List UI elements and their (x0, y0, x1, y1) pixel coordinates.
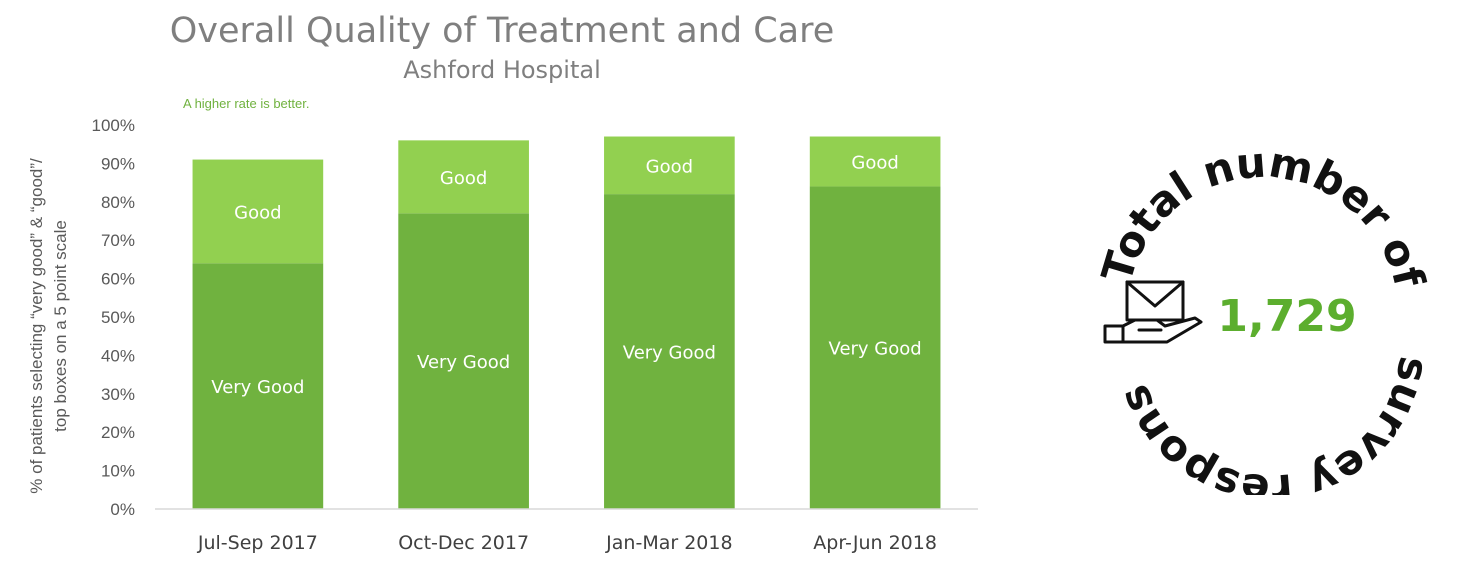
chart-title: Overall Quality of Treatment and Care (170, 11, 835, 51)
bar-segment-very-good (809, 186, 941, 509)
y-tick-label: 80% (101, 193, 135, 212)
x-tick-label: Oct-Dec 2017 (398, 532, 529, 554)
bar-segment-good (398, 140, 529, 214)
bar-segment-very-good (398, 213, 529, 509)
x-tick-label: Apr-Jun 2018 (813, 532, 937, 554)
segment-label: Very Good (623, 343, 716, 364)
bar-segment-good (192, 159, 324, 264)
total-responses-value: 1,729 (1217, 291, 1356, 342)
total-responses-badge: Total number of survey responses 1,729 (1075, 135, 1439, 495)
y-tick-label: 0% (110, 500, 135, 519)
y-axis-label-line-1: % of patients selecting “very good” & “g… (27, 158, 46, 494)
y-axis-label: % of patients selecting “very good” & “g… (27, 158, 70, 494)
y-tick-label: 20% (101, 423, 135, 442)
segment-label: Good (646, 156, 693, 177)
y-tick-label: 90% (101, 154, 135, 173)
x-tick-label: Jul-Sep 2017 (197, 532, 318, 554)
y-tick-label: 10% (101, 462, 135, 481)
segment-label: Very Good (829, 339, 922, 360)
arc-text: Total number of (1092, 137, 1434, 292)
segment-label: Good (234, 202, 281, 223)
y-tick-label: 50% (101, 308, 135, 327)
segment-label: Good (440, 168, 487, 189)
bar-segment-very-good (604, 194, 735, 509)
y-axis-label-line-2: top boxes on a 5 point scale (51, 220, 70, 432)
arc-text-top: Total number of (1092, 137, 1434, 292)
bars: Very Good Good Very Good Good Very Good Good V… (192, 136, 941, 509)
chart-subtitle: Ashford Hospital (403, 56, 601, 84)
segment-label: Very Good (211, 377, 304, 398)
x-tick-label: Jan-Mar 2018 (605, 532, 732, 554)
envelope-in-hand-icon (1103, 280, 1203, 344)
bar-segment-very-good (192, 263, 324, 509)
bar-segment-good (809, 136, 941, 187)
y-tick-label: 100% (92, 116, 135, 135)
bar-chart: Overall Quality of Treatment and Care As… (27, 11, 978, 554)
x-axis-ticks: Jul-Sep 2017 Oct-Dec 2017 Jan-Mar 2018 Apr-… (197, 532, 937, 554)
chart-note: A higher rate is better. (183, 96, 309, 111)
bar-segment-good (604, 136, 735, 195)
y-axis-ticks: 0% 10% 20% 30% 40% 50% 60% 70% 80% 90% 100% (92, 116, 135, 519)
y-tick-label: 30% (101, 385, 135, 404)
y-tick-label: 40% (101, 346, 135, 365)
segment-label: Very Good (417, 352, 510, 373)
segment-label: Good (851, 152, 898, 173)
y-tick-label: 70% (101, 231, 135, 250)
y-tick-label: 60% (101, 270, 135, 289)
